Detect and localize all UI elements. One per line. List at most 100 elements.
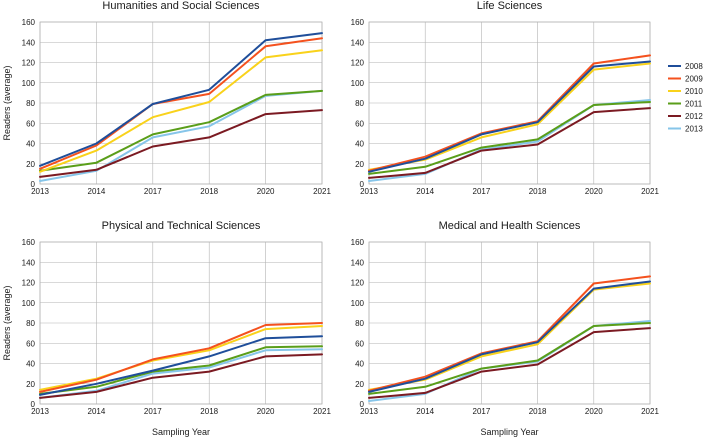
chart-legend: 2008 2009 2010 2011 2012 2013 [668,62,703,134]
series-line-2008 [39,32,323,167]
y-tick-label: 120 [351,59,365,68]
series-line-2012 [39,109,323,178]
x-axis-label: Sampling Year [480,427,538,437]
series-line-2012 [368,327,651,399]
x-tick-label: 2021 [313,407,331,416]
series-line-2009 [368,54,651,172]
x-axis-label: Sampling Year [152,427,210,437]
legend-item-2010: 2010 [668,87,703,96]
x-tick-label: 2018 [529,187,547,196]
x-tick-label: 2017 [473,187,491,196]
x-tick-label: 2018 [200,407,218,416]
chart-panel-4: Medical and Health Sciences 0 20 40 60 80 100 1… [351,220,660,437]
y-tick-label: 40 [355,360,364,369]
x-tick-label: 2013 [360,187,378,196]
series-line-2011 [368,322,651,395]
y-tick-label: 120 [22,59,36,68]
chart-title: Physical and Technical Sciences [102,220,261,232]
chart-panel-2: Life Sciences 0 20 40 60 80 100 120 140 160 2013 20… [351,0,660,196]
legend-label: 2008 [685,62,703,71]
y-tick-label: 0 [31,180,36,189]
x-tick-label: 2014 [88,187,106,196]
x-tick-label: 2013 [31,187,49,196]
x-tick-label: 2020 [585,407,603,416]
x-tick-label: 2013 [31,407,49,416]
y-tick-label: 80 [26,99,35,108]
x-tick-label: 2021 [313,187,331,196]
y-tick-label: 60 [26,339,35,348]
legend-label: 2012 [685,112,703,121]
y-tick-label: 140 [351,38,365,47]
y-tick-label: 60 [355,119,364,128]
y-tick-label: 160 [22,238,36,247]
y-tick-label: 100 [351,79,365,88]
x-tick-label: 2018 [529,407,547,416]
x-tick-label: 2017 [144,407,162,416]
series-line-2009 [39,322,323,393]
series-line-2010 [39,325,323,391]
y-tick-label: 40 [26,140,35,149]
chart-panel-1: Humanities and Social Sciences 0 20 40 60 80 1… [2,0,331,196]
series-line-2011 [368,101,651,175]
x-tick-label: 2014 [88,407,106,416]
chart-title: Life Sciences [477,0,543,12]
y-tick-label: 20 [355,160,364,169]
y-tick-label: 20 [26,380,35,389]
legend-item-2013: 2013 [668,125,703,134]
legend-item-2008: 2008 [668,62,703,71]
y-tick-label: 0 [360,180,365,189]
series-line-2009 [39,37,323,170]
legend-label: 2013 [685,125,703,134]
y-tick-label: 120 [22,279,36,288]
x-tick-label: 2021 [641,407,659,416]
series-line-2012 [368,107,651,179]
y-tick-label: 0 [360,400,365,409]
chart-title: Humanities and Social Sciences [102,0,260,12]
series-line-2008 [39,335,323,396]
y-tick-label: 160 [351,238,365,247]
y-tick-label: 80 [26,319,35,328]
y-tick-label: 160 [22,18,36,27]
x-tick-label: 2020 [257,187,275,196]
y-tick-label: 20 [26,160,35,169]
y-tick-label: 140 [351,258,365,267]
y-tick-label: 140 [22,38,36,47]
y-axis-label: Readers (average) [2,65,12,140]
legend-item-2012: 2012 [668,112,703,121]
series-line-2012 [39,353,323,399]
legend-item-2011: 2011 [668,100,703,109]
x-tick-label: 2017 [144,187,162,196]
chart-panels: Humanities and Social Sciences 0 20 40 60 80 1… [2,0,659,437]
y-tick-label: 100 [22,79,36,88]
y-tick-label: 60 [26,119,35,128]
y-tick-label: 40 [26,360,35,369]
legend-label: 2010 [685,87,703,96]
y-tick-label: 80 [355,319,364,328]
y-tick-label: 140 [22,258,36,267]
y-tick-label: 80 [355,99,364,108]
series-line-2013 [39,89,323,182]
series-line-2009 [368,275,651,392]
y-tick-label: 160 [351,18,365,27]
chart-panel-3: Physical and Technical Sciences 0 20 40 60 80… [2,220,331,437]
plot-frame [39,21,323,185]
y-tick-label: 40 [355,140,364,149]
chart-title: Medical and Health Sciences [439,220,581,232]
x-tick-label: 2014 [416,407,434,416]
x-tick-label: 2018 [200,187,218,196]
series-line-2010 [368,62,651,171]
x-tick-label: 2017 [473,407,491,416]
series-line-2010 [39,49,323,173]
series-line-2010 [368,282,651,391]
x-tick-label: 2020 [585,187,603,196]
y-axis-label: Readers (average) [2,285,12,360]
x-tick-label: 2014 [416,187,434,196]
y-tick-label: 100 [351,299,365,308]
legend-label: 2009 [685,75,703,84]
x-tick-label: 2013 [360,407,378,416]
series-line-2011 [39,345,323,395]
legend-item-2009: 2009 [668,75,703,84]
x-tick-label: 2020 [257,407,275,416]
x-tick-label: 2021 [641,187,659,196]
